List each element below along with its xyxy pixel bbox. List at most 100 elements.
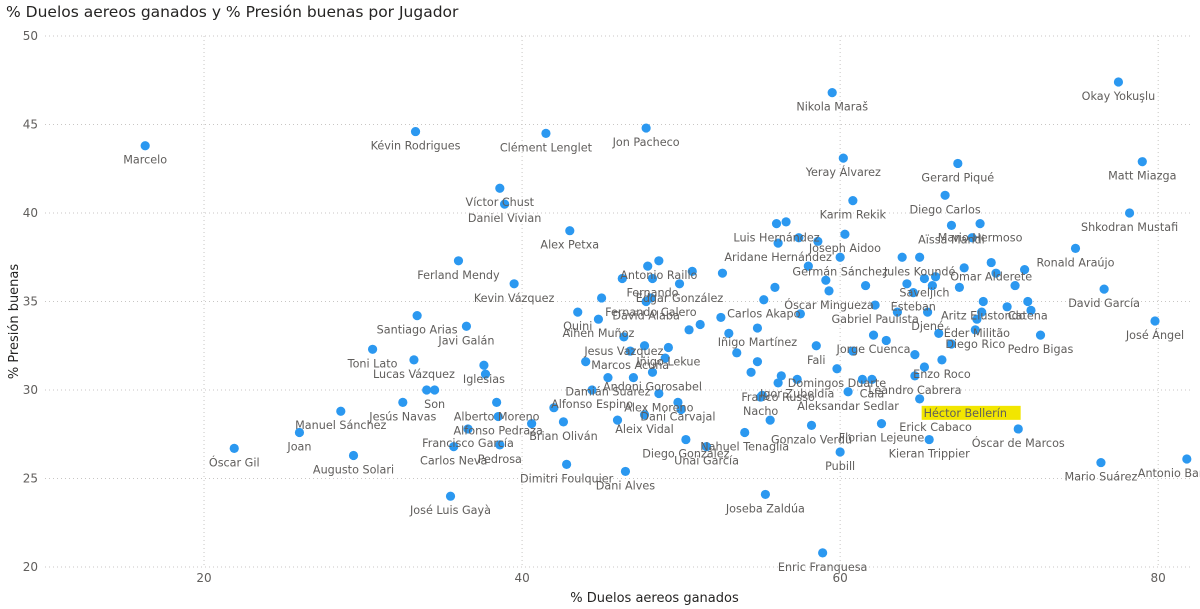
point-label: Carlos Akapo <box>727 308 800 321</box>
data-point <box>760 489 770 500</box>
point-label: Iglesias <box>463 373 505 386</box>
data-point <box>967 233 977 243</box>
point-label: Pedro Bigas <box>1008 343 1074 356</box>
data-point <box>897 252 907 262</box>
data-point <box>806 420 817 430</box>
point-label: Óscar Mingueza <box>784 299 873 312</box>
data-point <box>732 348 742 358</box>
point-label: Diego González <box>642 448 729 461</box>
data-point <box>821 275 831 285</box>
data-point <box>499 199 510 209</box>
data-point <box>946 339 957 349</box>
data-point <box>596 293 607 303</box>
data-point <box>919 362 930 372</box>
data-point <box>453 256 464 266</box>
data-point <box>294 427 305 438</box>
point-label: Nacho <box>743 405 778 418</box>
data-point <box>910 350 920 360</box>
data-point <box>660 353 670 363</box>
data-point <box>463 424 473 434</box>
point-label: Domingos Duarte <box>788 377 886 390</box>
y-tick-label: 20 <box>23 560 38 574</box>
data-point <box>978 296 988 307</box>
point-label: Joan <box>286 440 311 453</box>
data-point <box>1099 284 1109 294</box>
x-tick-label: 80 <box>1151 571 1166 585</box>
point-label: Gerard Piqué <box>921 171 994 184</box>
y-tick-label: 45 <box>23 118 38 132</box>
point-label: Ronald Araújo <box>1037 256 1115 269</box>
data-point <box>840 229 850 239</box>
data-point <box>430 385 440 395</box>
data-point <box>835 447 845 457</box>
data-point <box>612 415 623 425</box>
point-label: Alex Moreno <box>624 402 693 415</box>
data-point <box>773 378 783 388</box>
point-label: Javi Galán <box>437 334 494 347</box>
point-label: Antonio Raillo <box>620 269 697 282</box>
data-point <box>975 219 985 229</box>
data-point <box>422 385 432 395</box>
data-point <box>1002 302 1012 312</box>
data-point <box>687 266 697 277</box>
data-point <box>410 126 421 137</box>
point-label: Nahuel Tenaglia <box>700 440 789 453</box>
data-point <box>803 261 813 271</box>
point-label: Lucas Vázquez <box>373 368 455 381</box>
data-point <box>619 332 629 342</box>
point-label: Carlos Neva <box>420 455 487 468</box>
point-label: Joseph Aidoo <box>808 242 881 255</box>
data-point <box>868 330 879 340</box>
data-point <box>701 442 712 452</box>
point-label: Matt Miazga <box>1108 170 1176 183</box>
data-point <box>881 335 891 346</box>
data-point <box>986 257 996 268</box>
data-point <box>647 367 658 377</box>
data-point <box>1026 305 1036 315</box>
data-point <box>1124 208 1135 218</box>
data-point <box>617 273 627 284</box>
data-point <box>870 300 880 310</box>
data-point <box>902 279 912 289</box>
point-label: Fali <box>807 354 825 367</box>
data-point <box>587 385 597 395</box>
point-label: Marcos Acuña <box>591 359 669 372</box>
data-point <box>759 295 769 305</box>
point-label: Jesús Navas <box>368 410 436 423</box>
data-point <box>620 466 631 477</box>
data-point <box>824 286 834 296</box>
data-point <box>641 123 651 133</box>
point-label: Marcelo <box>123 154 167 167</box>
point-label: Kévin Rodrigues <box>371 140 461 153</box>
data-point <box>449 442 459 452</box>
data-point <box>573 307 583 317</box>
point-label: Ferland Mendy <box>417 269 500 282</box>
data-point <box>792 374 802 384</box>
x-tick-label: 40 <box>514 571 529 585</box>
data-point <box>867 374 877 384</box>
point-label: Mario Suárez <box>1065 471 1138 484</box>
data-point <box>724 328 734 338</box>
point-label: Aridane Hernández <box>724 251 832 264</box>
data-point <box>493 411 503 422</box>
data-point <box>959 263 969 273</box>
point-label: Damián Suárez <box>565 386 650 399</box>
data-point <box>795 309 805 319</box>
data-point <box>757 390 767 400</box>
point-label: Dimitri Foulquier <box>520 472 614 485</box>
point-label: Mario Hermoso <box>938 232 1023 245</box>
point-label: Enric Franquesa <box>778 561 868 574</box>
data-point <box>348 450 359 461</box>
data-point <box>770 282 780 292</box>
data-point <box>827 88 837 98</box>
data-point <box>924 434 934 445</box>
data-point <box>857 374 868 384</box>
data-point <box>1023 296 1033 307</box>
point-label: Alberto Moreno <box>454 410 540 423</box>
point-label: Jorge Cuenca <box>836 343 911 356</box>
point-label: Luis Hernández <box>733 232 819 245</box>
point-label: Djené <box>911 320 944 333</box>
data-point <box>641 296 651 307</box>
point-label: Fernando Calero <box>605 306 697 319</box>
